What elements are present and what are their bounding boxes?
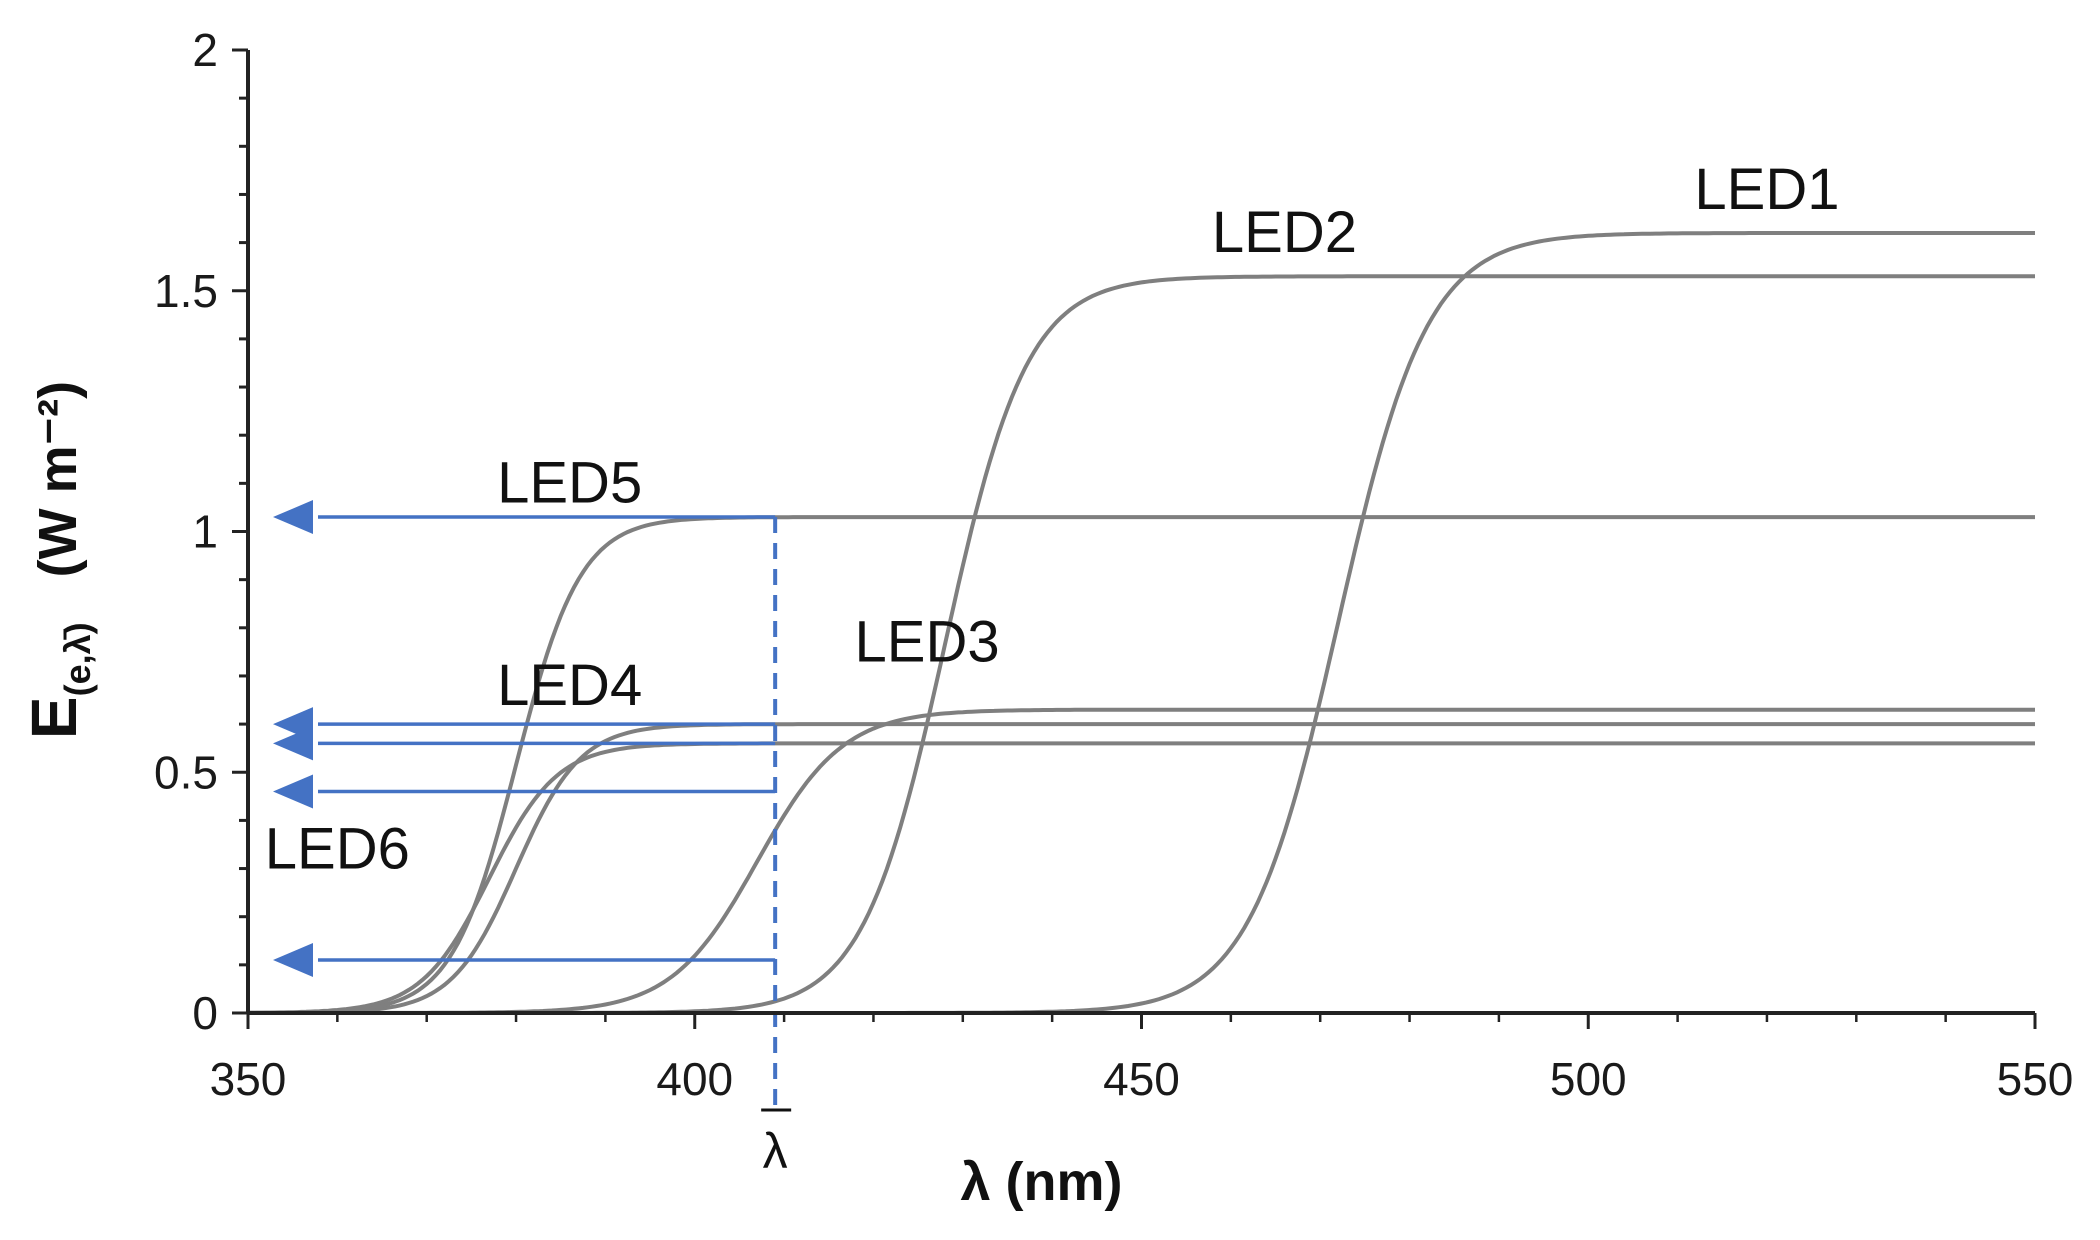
- curve-label-led2: LED2: [1212, 200, 1357, 265]
- y-tick-label: 0.5: [154, 746, 218, 798]
- lambda-annotation: λ: [273, 500, 792, 1179]
- arrow-head-4: [273, 943, 313, 978]
- y-axis-title: E(e,λ̄) (W m⁻²): [18, 381, 98, 739]
- arrow-head-0: [273, 500, 313, 535]
- x-tick-label: 450: [1103, 1053, 1180, 1105]
- curve-label-led6: LED6: [265, 817, 410, 882]
- curve-label-led1: LED1: [1694, 157, 1839, 222]
- series-line-led1: [248, 231, 2035, 1015]
- curve-label-led3: LED3: [855, 610, 1000, 675]
- y-axis-title-units: (W m⁻²): [28, 381, 88, 592]
- series-curves: [247, 231, 2035, 1015]
- axes: 0 0.5 1 1.5 2 350 400 450 500 550 λ (nm) E(e,λ̄) (W…: [18, 24, 2073, 1212]
- y-tick-label: 1.5: [154, 265, 218, 317]
- y-tick-label: 2: [192, 24, 218, 76]
- series-line-led4: [248, 722, 2035, 1015]
- y-axis-title-symbol: E: [18, 696, 90, 739]
- series-line-led2: [248, 274, 2035, 1015]
- arrow-head-3: [273, 774, 313, 809]
- y-axis-title-subscript: (e,λ̄): [57, 622, 98, 696]
- arrow-head-2: [273, 726, 313, 761]
- x-tick-label: 550: [1997, 1053, 2074, 1105]
- x-tick-label: 350: [210, 1053, 287, 1105]
- curve-label-led4: LED4: [497, 653, 642, 718]
- y-tick-label: 0: [192, 987, 218, 1039]
- x-tick-label: 500: [1550, 1053, 1627, 1105]
- curve-label-led5: LED5: [497, 451, 642, 516]
- series-line-led6: [247, 741, 2035, 1015]
- series-line-led5: [248, 515, 2035, 1015]
- x-tick-label: 400: [656, 1053, 733, 1105]
- curve-labels: LED1 LED2 LED3 LED4 LED5 LED6: [265, 157, 1840, 882]
- y-tick-label: 1: [192, 506, 218, 558]
- x-axis-title: λ (nm): [961, 1152, 1123, 1212]
- series-line-led3: [248, 707, 2035, 1015]
- lambda-bar-label: λ: [763, 1123, 788, 1179]
